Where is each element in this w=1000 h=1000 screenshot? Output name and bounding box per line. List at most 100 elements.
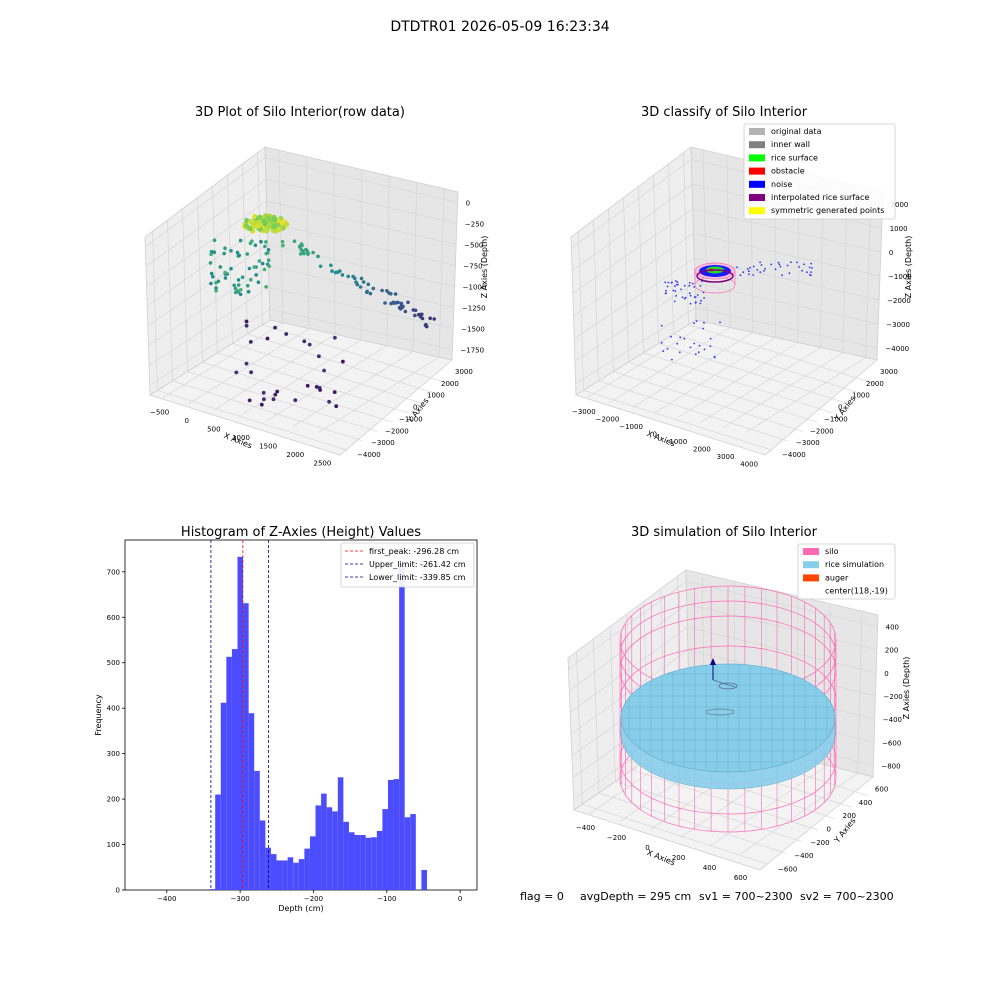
histogram-legend: first_peak: -296.28 cm Upper_limit: -261.… — [340, 542, 475, 588]
histogram-bar — [315, 805, 322, 890]
x-tick-label: 0 — [458, 895, 462, 903]
x-tick-label: −400 — [576, 824, 595, 832]
classify-legend-items: original data inner wall rice surface obsta… — [749, 127, 884, 215]
histogram-bar — [337, 777, 344, 890]
gridline — [598, 792, 785, 854]
raw-point — [264, 251, 269, 256]
y-tick-label: 0 — [116, 887, 120, 895]
raw-point — [329, 263, 333, 268]
y-tick-label: 0 — [838, 404, 842, 412]
raw-point — [316, 254, 320, 259]
noise-point — [689, 346, 692, 349]
raw-point — [368, 291, 373, 296]
raw-point — [209, 252, 213, 257]
gridline — [655, 337, 776, 413]
raw-point — [256, 280, 261, 285]
raw-point — [248, 218, 254, 225]
legend-swatch — [749, 154, 765, 162]
gridline — [188, 328, 310, 404]
histogram-bar — [270, 854, 277, 890]
noise-point — [759, 261, 761, 264]
noise-point — [788, 272, 791, 275]
raw-plot-title: 3D Plot of Silo Interior(row data) — [195, 105, 405, 120]
simulation-legend-frame — [797, 543, 896, 600]
gridline — [438, 188, 445, 358]
z-tick-label: 0 — [466, 200, 470, 208]
noise-point — [774, 268, 777, 271]
y-tick-label: −2000 — [385, 427, 409, 435]
raw-point — [380, 288, 384, 293]
x-tick-label: 3000 — [717, 453, 735, 461]
raw-point — [240, 275, 245, 280]
histogram-bar — [215, 794, 221, 890]
raw-point — [351, 274, 355, 279]
noise-point — [675, 283, 678, 286]
noise-point — [790, 261, 792, 264]
classify-3d-plot: 3D classify of Silo Interior −3000−2000−… — [570, 105, 913, 469]
y-tick-label: −3000 — [371, 439, 395, 447]
z-tick-label: −250 — [465, 221, 484, 229]
raw-point — [233, 286, 238, 291]
legend-swatch — [749, 167, 765, 175]
raw-point — [340, 273, 345, 277]
x-tick-label: 0 — [184, 417, 188, 425]
legend-label: first_peak: -296.28 cm — [369, 547, 459, 556]
gridline — [573, 233, 881, 317]
raw-point — [261, 390, 266, 395]
histogram-x-label: Depth (cm) — [278, 904, 323, 913]
z-tick-label: −500 — [464, 242, 483, 250]
gridline — [673, 333, 863, 395]
classify-x-ticks: −3000−2000−1000 0 1000 2000 3000 4000 — [572, 408, 758, 469]
simulation-legend: silo rice simulation auger center(118,-19) — [797, 543, 896, 600]
noise-point — [778, 263, 781, 266]
gridline — [609, 327, 731, 403]
noise-point — [709, 345, 712, 348]
noise-point — [746, 268, 749, 270]
x-tick-label: −3000 — [572, 408, 596, 416]
legend-label: rice simulation — [825, 560, 884, 569]
y-tick-label: 1000 — [852, 392, 870, 400]
y-tick-label: 100 — [107, 841, 120, 849]
classify-legend: original data inner wall rice surface obsta… — [743, 123, 896, 220]
simulation-plot-title: 3D simulation of Silo Interior — [631, 525, 818, 540]
raw-point — [406, 300, 410, 305]
legend-label: Upper_limit: -261.42 cm — [369, 560, 466, 569]
noise-point — [691, 282, 694, 285]
z-tick-label: −3000 — [886, 321, 910, 329]
z-tick-label: −4000 — [885, 345, 909, 353]
noise-point — [674, 285, 676, 288]
histogram-bar — [365, 837, 372, 890]
noise-point — [693, 286, 696, 288]
z-tick-label: 0 — [889, 249, 893, 257]
gridline — [157, 389, 348, 451]
z-tick-label: −1000 — [463, 284, 487, 292]
raw-point — [237, 253, 242, 258]
y-tick-label: 400 — [107, 705, 120, 713]
raw-point — [222, 251, 226, 256]
noise-point — [752, 274, 755, 276]
raw-point — [211, 274, 215, 279]
noise-point — [703, 348, 706, 351]
y-tick-label: 600 — [107, 614, 120, 622]
rice-side-band — [620, 717, 836, 790]
raw-point — [271, 223, 277, 229]
noise-point — [694, 353, 697, 355]
raw-point — [223, 270, 227, 275]
noise-point — [683, 297, 686, 300]
raw-point — [424, 322, 428, 327]
noise-point — [671, 358, 673, 361]
histogram-bar — [287, 857, 294, 890]
raw-point — [293, 398, 298, 402]
histogram-bar — [376, 830, 383, 890]
raw-point — [209, 271, 214, 276]
gridline — [568, 581, 878, 670]
gridline — [360, 169, 362, 341]
x-tick-label: −2000 — [596, 415, 620, 423]
y-tick-label: −200 — [810, 839, 829, 847]
raw-point — [212, 238, 217, 243]
noise-point — [700, 299, 702, 302]
raw-point — [249, 370, 254, 375]
x-tick-label: −200 — [304, 895, 323, 903]
legend-swatch — [803, 561, 819, 569]
noise-point — [752, 265, 755, 268]
